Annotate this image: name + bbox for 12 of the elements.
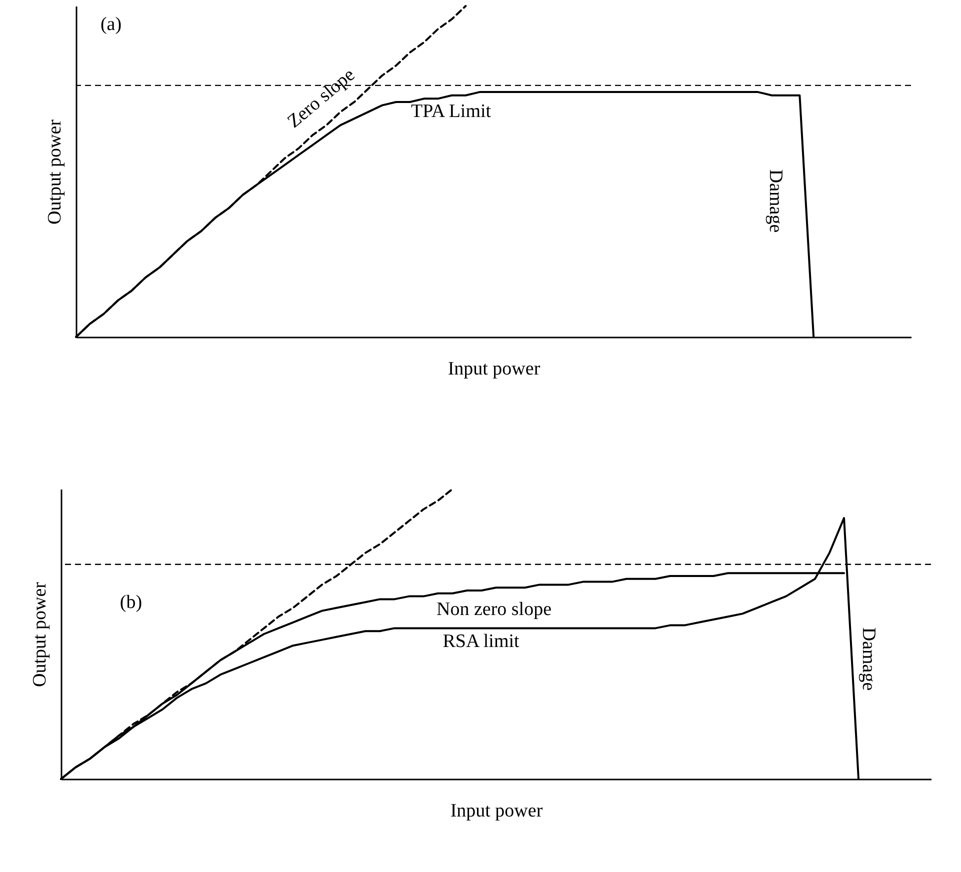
- text: (b): [120, 592, 142, 613]
- annotation: Damage: [858, 627, 879, 691]
- x-axis-title: Input power: [448, 358, 541, 380]
- chart-title: (a): [100, 14, 122, 35]
- text: Zero slope: [284, 64, 359, 132]
- annotation: Damage: [765, 169, 786, 233]
- series-label: RSA limit: [442, 631, 520, 652]
- series-label: Non zero slope: [436, 599, 552, 620]
- y-axis-title: Output power: [44, 118, 66, 225]
- series-label: TPA Limit: [410, 101, 492, 122]
- x-axis-title: Input power: [450, 800, 544, 822]
- y-axis-title: Output power: [30, 581, 50, 688]
